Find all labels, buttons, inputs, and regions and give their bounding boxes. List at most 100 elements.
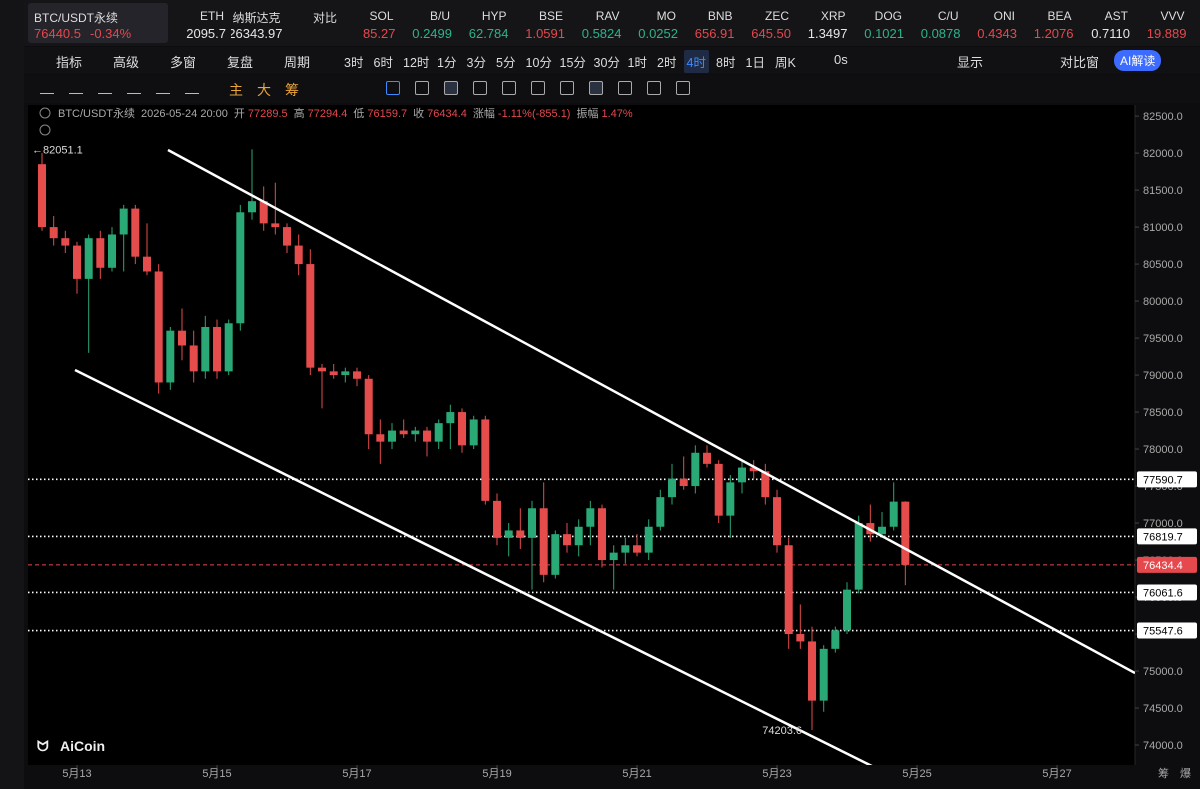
candle-body xyxy=(539,508,548,575)
draw-icon[interactable] xyxy=(618,81,632,95)
ticker-item[interactable]: SOL 85.27 xyxy=(344,3,398,43)
candle-body xyxy=(796,634,805,642)
tool-button[interactable]: 高级 xyxy=(113,55,140,70)
draw-icon[interactable] xyxy=(40,83,54,94)
period-button[interactable]: 2时 xyxy=(657,56,677,70)
indicator-button[interactable]: 筹 xyxy=(285,82,299,98)
candle-body xyxy=(504,530,513,538)
ticker-item[interactable]: 纳斯达克 26343.97 xyxy=(231,3,285,43)
draw-icon[interactable] xyxy=(69,83,83,94)
tool-button[interactable]: 复盘 xyxy=(227,55,254,70)
period-button[interactable]: 周K xyxy=(775,56,796,70)
y-tick-label: 75000.0 xyxy=(1143,666,1183,678)
draw-icon[interactable] xyxy=(676,81,690,95)
draw-icon[interactable] xyxy=(127,83,141,94)
ticker-item[interactable]: RAV 0.5824 xyxy=(570,3,624,43)
y-tick-label: 79500.0 xyxy=(1143,333,1183,345)
candle-body xyxy=(96,238,105,268)
info-field: 低 xyxy=(353,107,364,120)
candle-body xyxy=(481,419,490,501)
ticker-item[interactable]: BSE 1.0591 xyxy=(513,3,567,43)
x-tick-label: 5月27 xyxy=(1042,768,1071,780)
draw-icon[interactable] xyxy=(560,81,574,95)
indicator-button[interactable]: 大 xyxy=(257,82,271,98)
candle-body xyxy=(574,526,583,546)
draw-icon[interactable] xyxy=(444,81,458,95)
period-button[interactable]: 12时 xyxy=(403,56,430,70)
draw-icon[interactable] xyxy=(473,81,487,95)
period-button[interactable]: 4时 xyxy=(683,50,709,73)
candle-body xyxy=(714,463,723,516)
draw-icon[interactable] xyxy=(156,83,170,94)
draw-icon[interactable] xyxy=(502,81,516,95)
x-tick-label: 5月19 xyxy=(482,768,511,780)
ticker-item[interactable]: ZEC 645.50 xyxy=(739,3,793,43)
candle-body xyxy=(213,326,222,372)
info-field: 76159.7 xyxy=(367,108,407,120)
ticker-price: 0.5824 xyxy=(581,26,622,41)
ticker-name: BTC/USDT永续 xyxy=(34,11,119,25)
period-button[interactable]: 1分 xyxy=(437,56,457,70)
period-button[interactable]: 8时 xyxy=(716,56,736,70)
tool-button[interactable]: 多窗 xyxy=(170,55,197,70)
ticker-item[interactable]: ETH 2095.7 xyxy=(174,3,228,43)
ticker-price: 26343.97 xyxy=(230,26,283,41)
ticker-item[interactable]: XRP 1.3497 xyxy=(796,3,850,43)
ticker-price: 0.0252 xyxy=(638,26,678,41)
ticker-name: HYP xyxy=(481,9,507,23)
ticker-item[interactable]: C/U 0.0878 xyxy=(909,3,963,43)
period-button[interactable]: 1日 xyxy=(745,56,765,70)
period-button[interactable]: 6时 xyxy=(373,56,393,70)
toolbar-option[interactable]: 0s xyxy=(834,52,848,67)
max-arrow: ← xyxy=(32,144,43,156)
toolbar-option[interactable]: 显示 xyxy=(957,55,984,70)
ticker-item[interactable]: BNB 656.91 xyxy=(683,3,737,43)
indicator-button[interactable]: 主 xyxy=(229,82,243,98)
min-label: 74203.6 xyxy=(762,725,802,737)
ticker-item[interactable]: HYP 62.784 xyxy=(457,3,511,43)
candle-body xyxy=(423,430,432,442)
y-tick-label: 78000.0 xyxy=(1143,444,1183,456)
y-tick-label: 79000.0 xyxy=(1143,370,1183,382)
ticker-item[interactable]: B/U 0.2499 xyxy=(400,3,454,43)
period-button[interactable]: 3时 xyxy=(344,56,364,70)
x-tick-label: 5月13 xyxy=(62,768,91,780)
ticker-price: 76440.5 xyxy=(34,26,81,41)
ticker-item[interactable]: 对比 xyxy=(287,3,341,43)
ticker-bar: BTC/USDT永续 76440.5 -0.34% ETH 2095.7 纳斯达克 2634… xyxy=(24,0,1200,46)
toolbar-option[interactable]: 对比窗 xyxy=(1060,55,1100,70)
ticker-item[interactable]: BTC/USDT永续 76440.5 -0.34% xyxy=(28,3,168,43)
ticker-item[interactable]: ONI 0.4343 xyxy=(965,3,1019,43)
draw-icon[interactable] xyxy=(531,81,545,95)
ticker-item[interactable]: AST 0.7110 xyxy=(1078,3,1132,43)
draw-icon[interactable] xyxy=(415,81,429,95)
ticker-price: 1.3497 xyxy=(807,26,848,41)
period-button[interactable]: 3分 xyxy=(466,56,486,70)
candle-body xyxy=(143,256,152,272)
period-button[interactable]: 15分 xyxy=(559,56,586,70)
ticker-item[interactable]: BEA 1.2076 xyxy=(1022,3,1076,43)
candle-body xyxy=(609,552,618,561)
draw-icon[interactable] xyxy=(185,83,199,94)
watermark-logo: ᗢ xyxy=(37,738,49,754)
ticker-item[interactable]: VVV 19.889 xyxy=(1135,3,1189,43)
period-button[interactable]: 5分 xyxy=(496,56,516,70)
ticker-item[interactable]: MO 0.0252 xyxy=(626,3,680,43)
settings-icon xyxy=(39,124,51,136)
draw-icon[interactable] xyxy=(98,83,112,94)
ai-button[interactable]: AI解读 xyxy=(1114,50,1162,71)
tool-button[interactable]: 指标 xyxy=(56,55,83,70)
ticker-item[interactable]: DOG 0.1021 xyxy=(852,3,906,43)
tool-button[interactable]: 周期 xyxy=(284,55,311,70)
x-tick-label: 5月23 xyxy=(762,768,791,780)
period-button[interactable]: 1时 xyxy=(627,56,647,70)
draw-icon[interactable] xyxy=(589,81,603,95)
draw-icon[interactable] xyxy=(386,81,400,95)
period-button[interactable]: 30分 xyxy=(593,56,620,70)
candle-body xyxy=(201,326,210,372)
candle-body xyxy=(586,508,595,527)
draw-icon[interactable] xyxy=(647,81,661,95)
period-button[interactable]: 10分 xyxy=(525,56,552,70)
